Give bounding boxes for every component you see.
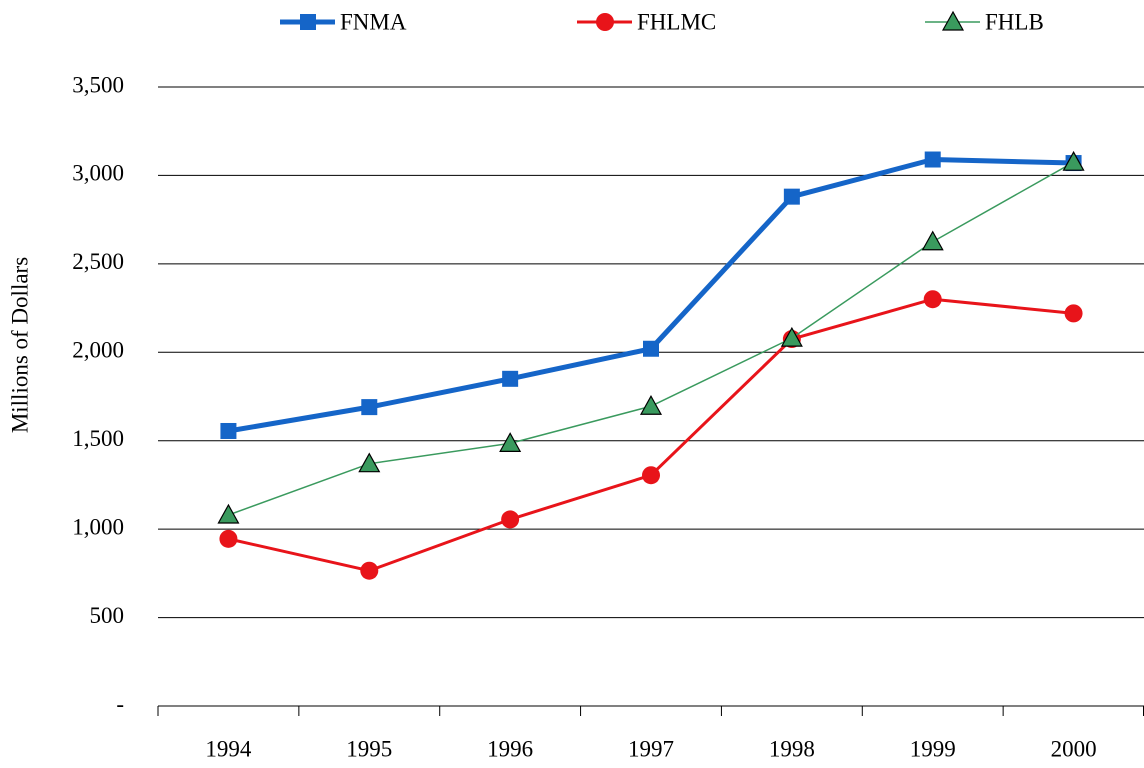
x-tick-label: 1997 xyxy=(628,736,674,761)
y-tick-label: 1,000 xyxy=(72,514,124,539)
legend-label: FHLB xyxy=(985,9,1044,34)
y-tick-label: 2,500 xyxy=(72,249,124,274)
y-tick-label: 3,500 xyxy=(72,72,124,97)
legend-marker xyxy=(300,14,316,30)
data-point xyxy=(780,326,803,347)
data-point xyxy=(360,561,379,580)
data-point xyxy=(1064,304,1083,323)
data-point xyxy=(502,370,519,387)
data-point xyxy=(643,340,659,357)
x-tick-label: 1998 xyxy=(769,736,815,761)
data-point xyxy=(1062,150,1085,171)
data-point xyxy=(783,188,800,205)
y-axis-label: Millions of Dollars xyxy=(7,257,32,433)
x-tick-label: 1995 xyxy=(346,736,392,761)
x-tick-label: 1996 xyxy=(487,736,533,761)
data-point xyxy=(220,422,237,439)
x-tick-label: 1999 xyxy=(910,736,956,761)
legend-marker xyxy=(596,13,614,31)
data-point xyxy=(361,399,378,416)
data-point xyxy=(639,394,663,415)
x-tick-label: 2000 xyxy=(1051,736,1097,761)
data-point xyxy=(921,230,944,251)
data-point xyxy=(499,432,522,452)
legend-label: FNMA xyxy=(340,9,407,34)
data-point xyxy=(642,466,660,485)
data-point xyxy=(924,151,941,168)
legend-label: FHLMC xyxy=(637,9,716,34)
y-tick-label: 3,000 xyxy=(72,161,124,186)
series-line xyxy=(228,161,1074,516)
data-point xyxy=(923,290,942,309)
series-line xyxy=(228,297,1074,573)
data-point xyxy=(219,529,238,548)
y-tick-label: 500 xyxy=(90,603,125,628)
series-line xyxy=(228,157,1074,434)
x-tick-label: 1994 xyxy=(205,736,252,761)
y-tick-label: 2,000 xyxy=(72,338,124,363)
data-point xyxy=(501,510,520,529)
legend-marker xyxy=(941,10,965,31)
data-point xyxy=(217,503,240,524)
y-tick-label: 1,500 xyxy=(72,426,124,451)
data-point xyxy=(358,452,381,473)
y-tick-label: - xyxy=(116,691,124,716)
